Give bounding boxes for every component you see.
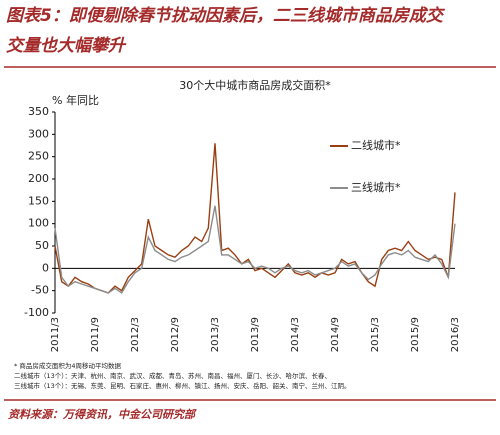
note: 二线城市（13个）：天津、杭州、南京、武汉、成都、青岛、苏州、南昌、福州、厦门、… [14,371,331,380]
y-tick-label: 300 [28,127,49,140]
y-tick-label: 350 [28,105,49,118]
y-axis-label: % 年同比 [52,93,99,107]
note: * 商品房成交面积为4周移动平均数据 [14,361,121,370]
y-tick-label: -100 [24,306,49,319]
y-tick-label: -50 [31,284,49,297]
source: 资料来源：万得资讯，中金公司研究部 [8,408,197,421]
chart-title: 30个大中城市商品房成交面积* [179,78,331,92]
x-tick-label: 2012/3 [130,317,141,352]
y-tick-label: 250 [28,150,49,163]
x-tick-label: 2014/3 [290,317,301,352]
x-tick-label: 2011/3 [50,317,61,352]
y-tick-label: 100 [28,217,49,230]
x-tick-label: 2012/9 [170,317,181,352]
figure-title: 交量也大幅攀升 [6,36,127,56]
y-tick-label: 200 [28,172,49,185]
x-tick-label: 2011/9 [90,317,101,352]
legend-label: 三线城市* [351,180,401,194]
y-tick-label: 150 [28,194,49,207]
y-tick-label: 50 [35,239,49,252]
note: 三线城市（13个）：无锡、东莞、昆明、石家庄、惠州、柳州、镇江、扬州、安庆、岳阳… [14,381,351,390]
figure-title: 图表5：即便剔除春节扰动因素后，二三线城市商品房成交 [6,6,446,26]
y-tick-label: 0 [42,261,49,274]
x-tick-label: 2013/3 [210,317,221,352]
legend-label: 二线城市* [351,138,401,152]
line [54,205,456,294]
x-tick-label: 2015/3 [370,317,381,352]
x-tick-label: 2015/9 [410,317,421,352]
x-tick-label: 2013/9 [250,317,261,352]
x-tick-label: 2016/3 [450,317,461,352]
x-tick-label: 2014/9 [330,317,341,352]
line [54,143,456,294]
